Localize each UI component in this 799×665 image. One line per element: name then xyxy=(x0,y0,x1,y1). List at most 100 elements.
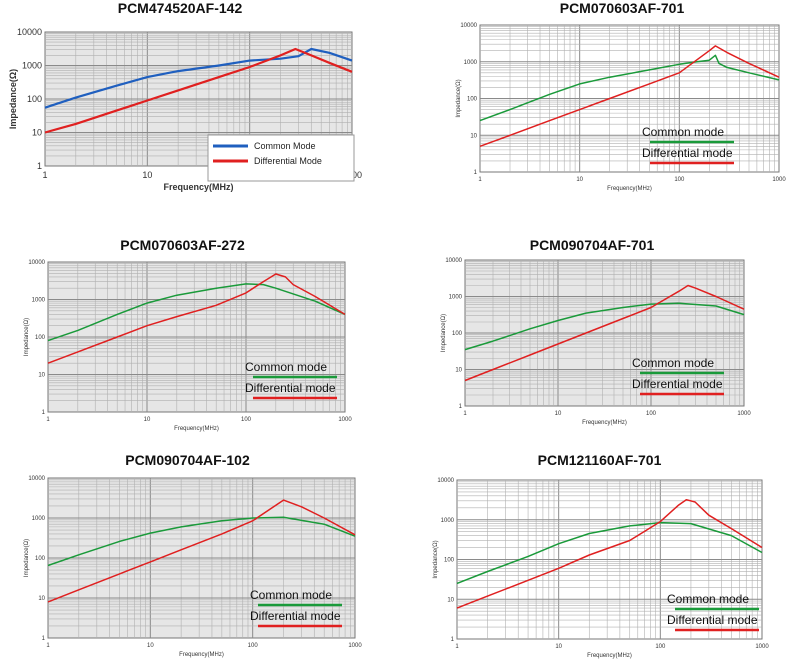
chart-title: PCM474520AF-142 xyxy=(117,0,243,16)
chart-title: PCM090704AF-701 xyxy=(529,237,655,253)
x-tick-label: 100 xyxy=(655,644,666,650)
y-tick-label: 10 xyxy=(470,133,477,139)
y-tick-label: 10000 xyxy=(445,258,462,264)
y-tick-label: 100 xyxy=(27,94,42,104)
y-tick-label: 1 xyxy=(459,404,463,410)
y-tick-label: 10000 xyxy=(28,260,45,266)
y-tick-label: 10 xyxy=(32,128,42,138)
y-tick-label: 1000 xyxy=(32,298,46,304)
legend-label: Differential mode xyxy=(632,377,723,391)
y-axis-label: Impedance(Ω) xyxy=(24,318,30,356)
x-tick-label: 10 xyxy=(147,643,154,649)
chart-title: PCM121160AF-701 xyxy=(537,452,662,468)
y-tick-label: 10000 xyxy=(28,476,45,482)
chart-title: PCM070603AF-701 xyxy=(559,0,685,16)
series-line xyxy=(44,47,353,134)
legend-label: Common mode xyxy=(245,360,327,374)
x-axis-label: Frequency(MHz) xyxy=(179,652,224,658)
chart-title: PCM070603AF-272 xyxy=(120,237,245,253)
series-line xyxy=(464,302,745,351)
series-line xyxy=(464,284,745,382)
x-tick-label: 10 xyxy=(144,417,151,423)
y-tick-label: 10 xyxy=(447,597,454,603)
series-line xyxy=(47,499,356,603)
y-axis-label: Impedance(Ω) xyxy=(8,69,18,129)
series-line xyxy=(456,498,763,609)
x-tick-label: 1000 xyxy=(338,417,352,423)
chart-panel-2: PCM070603AF-701 1 10 100 1000 1 10 100 1000 1000… xyxy=(452,0,792,200)
y-tick-label: 10000 xyxy=(460,23,477,29)
legend-label: Common mode xyxy=(632,356,714,370)
x-tick-label: 100 xyxy=(248,643,259,649)
y-tick-label: 1 xyxy=(474,170,478,176)
chart-svg: 1 10 100 1000 1 10 100 1000 10000 Frequency(MHz) I… xyxy=(24,476,362,658)
x-tick-label: 1 xyxy=(46,417,50,423)
y-tick-label: 1000 xyxy=(441,518,455,524)
y-tick-label: 100 xyxy=(452,331,463,337)
series-line xyxy=(456,521,763,585)
x-tick-label: 1 xyxy=(463,411,467,417)
chart-panel-4: PCM090704AF-701 1 10 100 1000 1 10 100 1000 1000… xyxy=(432,237,752,427)
legend-label: Common mode xyxy=(250,588,332,602)
x-tick-label: 10 xyxy=(555,644,562,650)
y-tick-label: 100 xyxy=(444,558,455,564)
legend-label: Differential Mode xyxy=(254,156,322,166)
x-tick-label: 1 xyxy=(455,644,459,650)
x-tick-label: 10 xyxy=(555,411,562,417)
chart-panel-6: PCM121160AF-701 1 10 100 1000 1 10 100 1000 1000… xyxy=(427,452,772,659)
x-tick-label: 1000 xyxy=(772,177,786,183)
legend-box xyxy=(207,134,355,182)
y-tick-label: 1 xyxy=(42,636,46,642)
y-axis-label: Impedance(Ω) xyxy=(433,540,439,578)
y-tick-label: 10 xyxy=(38,596,45,602)
y-tick-label: 10 xyxy=(38,373,45,379)
x-axis-label: Frequency(MHz) xyxy=(587,653,632,659)
y-tick-label: 100 xyxy=(35,556,46,562)
y-axis-label: Impedance(Ω) xyxy=(24,539,30,577)
x-tick-label: 10 xyxy=(576,177,583,183)
y-tick-label: 10000 xyxy=(437,478,454,484)
y-tick-label: 1000 xyxy=(464,60,478,66)
x-tick-label: 1000 xyxy=(348,643,362,649)
x-tick-label: 1 xyxy=(478,177,482,183)
y-tick-label: 1000 xyxy=(22,61,42,71)
y-axis-label: Impedance(Ω) xyxy=(456,79,462,117)
chart-panel-5: PCM090704AF-102 1 10 100 1000 1 10 100 1000 1000… xyxy=(10,452,365,658)
chart-svg: 1101001000110100100010000Frequency(MHz)I… xyxy=(8,27,362,192)
x-axis-label: Frequency(MHz) xyxy=(163,182,233,192)
x-tick-label: 1 xyxy=(46,643,50,649)
y-tick-label: 10000 xyxy=(17,27,42,37)
series-line xyxy=(47,283,346,342)
x-tick-label: 10 xyxy=(142,170,152,180)
x-axis-label: Frequency(MHz) xyxy=(174,426,219,432)
legend-label: Common mode xyxy=(667,592,749,606)
series-line xyxy=(479,54,780,122)
x-tick-label: 1000 xyxy=(755,644,769,650)
legend-label: Differential mode xyxy=(250,609,341,623)
chart-svg: 1 10 100 1000 1 10 100 1000 10000 Frequency(MHz) I… xyxy=(433,478,769,659)
legend-label: Common mode xyxy=(642,125,724,139)
y-tick-label: 1 xyxy=(451,637,455,643)
legend-label: Differential mode xyxy=(667,613,758,627)
legend-label: Common Mode xyxy=(254,141,316,151)
y-tick-label: 1 xyxy=(37,161,42,171)
x-tick-label: 1 xyxy=(42,170,47,180)
series-line xyxy=(44,47,353,109)
x-tick-label: 100 xyxy=(674,177,685,183)
legend-label: Differential mode xyxy=(245,381,336,395)
legend-label: Differential mode xyxy=(642,146,733,160)
x-axis-label: Frequency(MHz) xyxy=(607,186,652,192)
chart-panel-3: PCM070603AF-272 1 10 100 1000 1 10 100 1000 1000… xyxy=(10,237,355,432)
y-tick-label: 1000 xyxy=(32,516,46,522)
chart-title: PCM090704AF-102 xyxy=(125,452,250,468)
y-tick-label: 10 xyxy=(455,368,462,374)
x-tick-label: 100 xyxy=(241,417,252,423)
x-tick-label: 1000 xyxy=(737,411,751,417)
y-axis-label: Impedance(Ω) xyxy=(441,314,447,352)
x-axis-label: Frequency(MHz) xyxy=(582,420,627,426)
series-line xyxy=(47,273,346,364)
x-tick-label: 100 xyxy=(646,411,657,417)
